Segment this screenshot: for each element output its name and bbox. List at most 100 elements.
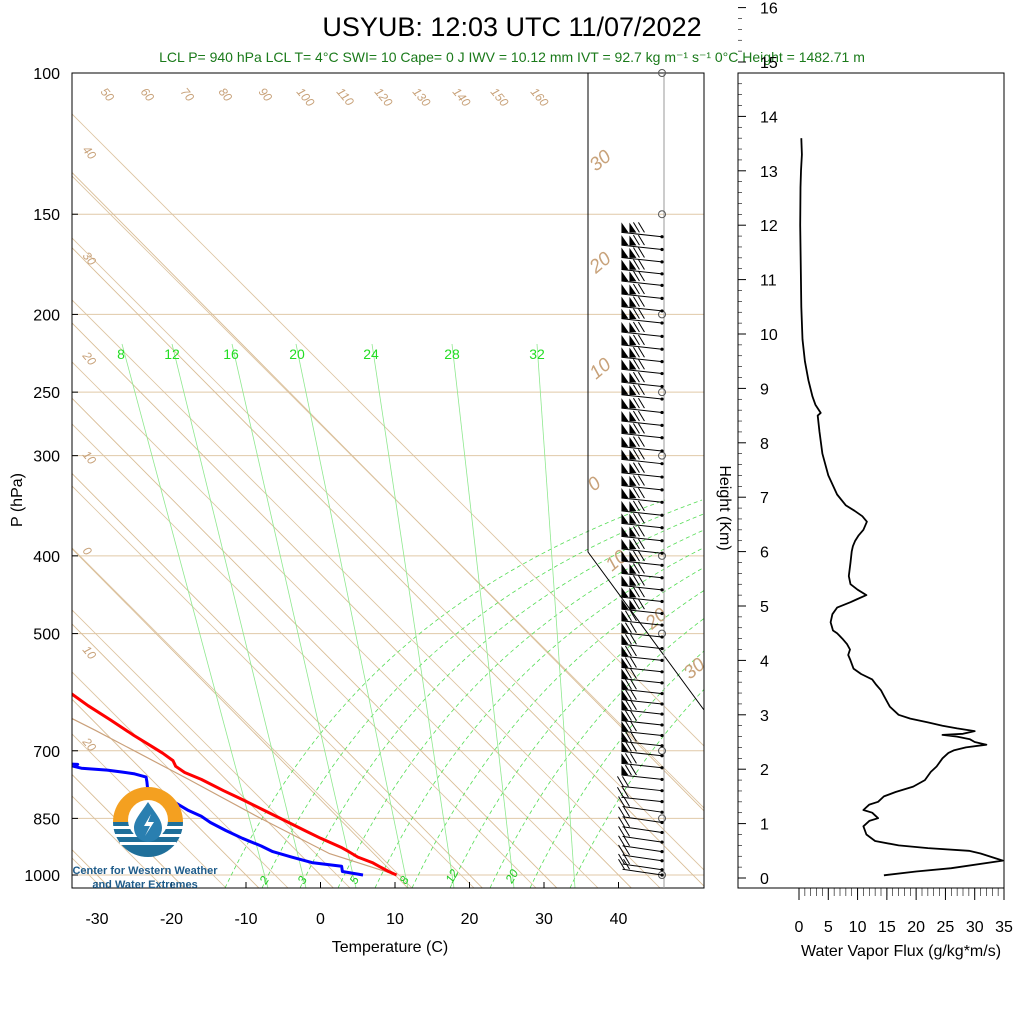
moist-adiabat-line: [261, 499, 703, 888]
moist-adiabat-line: [224, 499, 666, 888]
isotherm-label: 10: [80, 448, 100, 467]
chart-title: USYUB: 12:03 UTC 11/07/2022: [322, 12, 701, 42]
dry-adiabat-line: [72, 299, 661, 888]
height-tick-label: 10: [760, 327, 778, 344]
dewpoint-line: [72, 762, 364, 877]
isotherm-label: 140: [450, 85, 474, 110]
level-marker: [658, 69, 666, 77]
moist-adiabat-label: 2: [256, 873, 272, 887]
temperature-tick-label: 0: [316, 911, 325, 928]
wind-barb: [621, 764, 664, 782]
pressure-tick-label: 200: [33, 307, 60, 324]
dry-adiabat-line: [72, 113, 704, 747]
profile-x-label: Water Vapor Flux (g/kg*m/s): [801, 943, 1001, 960]
flux-tick-label: 25: [937, 919, 955, 936]
dry-adiabat-line: [72, 237, 704, 871]
pressure-tick-label: 500: [33, 627, 60, 644]
wind-barb: [621, 321, 664, 338]
wind-barb: [621, 550, 664, 567]
level-marker: [658, 388, 666, 397]
height-tick-label: 3: [760, 708, 769, 725]
mixing-ratio-line: [171, 343, 307, 888]
mixing-ratio-label: 32: [529, 346, 545, 362]
wind-barb: [621, 222, 664, 239]
isotherm-label: 160: [528, 85, 552, 110]
wind-barb: [621, 436, 664, 453]
skewt-x-label: Temperature (C): [332, 939, 448, 956]
isotherm-label-right: 0: [584, 473, 606, 496]
wind-barb: [621, 538, 664, 555]
isotherm-label: 60: [138, 85, 158, 104]
temperature-tick-label: 20: [461, 911, 479, 928]
height-tick-label: 14: [760, 109, 778, 126]
wind-barb: [621, 586, 664, 604]
pressure-tick-label: 400: [33, 549, 60, 566]
wind-barb: [621, 731, 664, 748]
wind-barb: [621, 668, 664, 685]
dry-adiabat-line: [72, 795, 165, 888]
wind-barb: [621, 475, 664, 492]
flux-tick-label: 20: [907, 919, 925, 936]
height-tick-label: 11: [760, 273, 777, 290]
wind-barb: [621, 259, 664, 276]
moist-adiabat-line: [569, 688, 704, 888]
isotherm-label: 20: [79, 348, 99, 368]
wind-barb: [618, 796, 664, 814]
isotherm-line: [72, 322, 633, 888]
mixing-ratio-label: 20: [289, 346, 305, 362]
wind-barb: [621, 247, 664, 264]
flux-tick-label: 0: [795, 919, 804, 936]
height-tick-label: 8: [760, 436, 769, 453]
isotherm-label: 30: [80, 249, 100, 268]
height-tick-label: 16: [760, 1, 778, 18]
dry-adiabat-line: [72, 609, 351, 888]
isotherm-line: [72, 698, 260, 888]
skewt-grid: [72, 73, 704, 888]
isotherm-label-right: 20: [585, 248, 616, 279]
height-tick-label: 5: [760, 599, 769, 616]
temperature-tick-label: 40: [610, 911, 628, 928]
wind-barb: [621, 753, 664, 770]
height-tick-label: 6: [760, 545, 769, 562]
flux-tick-label: 30: [966, 919, 984, 936]
wind-barb: [621, 358, 664, 376]
mixing-ratio-label: 28: [444, 346, 460, 362]
profile-y-label: Height (Km): [716, 465, 733, 550]
moist-adiabat-line: [374, 547, 704, 888]
isotherm-label: 120: [372, 85, 396, 110]
isotherm-label: 130: [410, 85, 434, 110]
height-tick-label: 0: [760, 871, 769, 888]
mixing-ratio-label: 12: [164, 346, 180, 362]
isotherm-label: 10: [80, 643, 100, 662]
wind-barb: [621, 720, 664, 738]
moist-adiabat-line: [411, 567, 704, 888]
parcel-line: [72, 717, 397, 876]
wind-barb: [618, 816, 664, 835]
flux-tick-label: 10: [849, 919, 867, 936]
wind-barb: [621, 633, 664, 651]
dry-adiabat-line: [72, 733, 227, 888]
barb-region-outline: [587, 73, 705, 711]
pressure-tick-label: 300: [33, 449, 60, 466]
wind-barb: [621, 410, 664, 427]
wind-barb: [621, 645, 664, 662]
mixing-ratio-label: 16: [223, 346, 239, 362]
dry-adiabat-line: [72, 423, 537, 888]
wind-barb: [621, 689, 664, 706]
pressure-tick-label: 100: [33, 66, 60, 83]
isotherm-label-right: 10: [586, 354, 616, 384]
pressure-tick-label: 250: [33, 385, 60, 402]
moist-adiabat-label: 12: [442, 867, 461, 886]
wind-barb: [621, 462, 664, 479]
isotherm-label: 100: [294, 85, 318, 110]
isotherm-label: 150: [488, 85, 512, 110]
flux-tick-label: 15: [878, 919, 896, 936]
isotherm-label-right: 30: [586, 146, 616, 176]
moist-adiabat-line: [337, 529, 704, 888]
skewt-frame: [71, 72, 705, 889]
level-marker: [658, 871, 666, 879]
skewt-profiles: [72, 692, 398, 877]
wind-barb: [621, 575, 664, 592]
